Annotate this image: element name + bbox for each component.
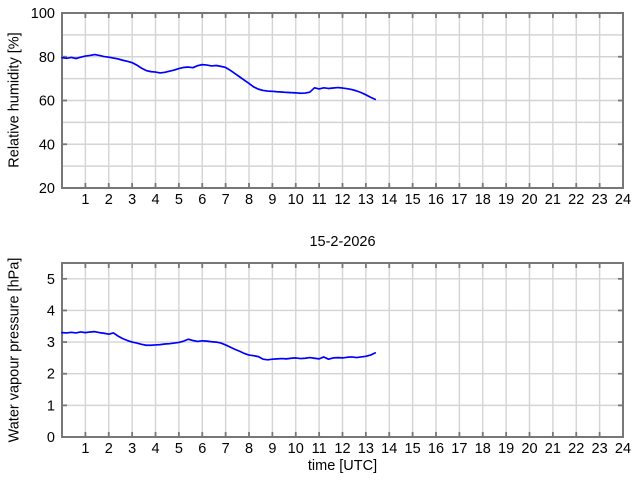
x-tick-label: 16: [428, 441, 444, 457]
x-tick-label: 1: [81, 441, 89, 457]
x-tick-label: 10: [288, 192, 304, 208]
x-tick-label: 1: [81, 192, 89, 208]
x-tick-label: 7: [222, 441, 230, 457]
y-tick-label: 0: [47, 430, 55, 446]
plot-title: 15-2-2026: [309, 234, 376, 250]
x-tick-label: 2: [105, 441, 113, 457]
x-tick-label: 19: [498, 441, 514, 457]
y-tick-label: 2: [47, 367, 55, 383]
x-tick-label: 9: [268, 441, 276, 457]
y-tick-label: 20: [39, 181, 55, 197]
x-tick-label: 20: [521, 441, 537, 457]
x-tick-label: 17: [451, 192, 467, 208]
x-tick-label: 3: [128, 441, 136, 457]
y-tick-label: 4: [47, 303, 55, 319]
x-tick-label: 6: [198, 441, 206, 457]
x-tick-label: 15: [405, 441, 421, 457]
tick-labels: 1 2 3 4 5 6 7 8 9 10 11 12 13 14 15 16 17 18 19 20 21 22 23 242…: [31, 6, 631, 208]
x-tick-label: 24: [615, 441, 631, 457]
relative-humidity-line: [61, 53, 377, 101]
y-tick-label: 1: [47, 398, 55, 414]
x-tick-label: 6: [198, 192, 206, 208]
y-tick-label: 5: [47, 272, 55, 288]
x-tick-label: 21: [545, 441, 561, 457]
x-tick-label: 7: [222, 192, 230, 208]
x-tick-label: 19: [498, 192, 514, 208]
x-tick-label: 21: [545, 192, 561, 208]
x-axis-label: time [UTC]: [307, 458, 378, 474]
x-tick-label: 14: [381, 192, 397, 208]
x-tick-label: 5: [175, 192, 183, 208]
y-tick-label: 40: [39, 137, 55, 153]
y-axis-label-vapour: Water vapour pressure [hPa]: [6, 257, 23, 443]
x-tick-label: 10: [288, 441, 304, 457]
x-tick-label: 18: [475, 192, 491, 208]
x-tick-label: 23: [592, 192, 608, 208]
x-tick-label: 4: [151, 192, 159, 208]
x-tick-label: 24: [615, 192, 631, 208]
x-tick-label: 17: [451, 441, 467, 457]
axes-frame: [61, 262, 624, 438]
tick-labels: 1 2 3 4 5 6 7 8 9 10 11 12 13 14 15 16 17 18 19 20 21 22 23 240…: [47, 272, 631, 457]
x-tick-label: 20: [521, 192, 537, 208]
x-tick-label: 2: [105, 192, 113, 208]
y-tick-label: 3: [47, 335, 55, 351]
x-tick-label: 23: [592, 441, 608, 457]
x-tick-label: 16: [428, 192, 444, 208]
x-tick-label: 11: [312, 192, 327, 208]
x-tick-label: 22: [568, 192, 584, 208]
x-tick-label: 12: [334, 192, 350, 208]
y-tick-label: 100: [31, 6, 55, 22]
x-tick-label: 3: [128, 192, 136, 208]
x-tick-label: 5: [175, 441, 183, 457]
x-tick-label: 12: [334, 441, 350, 457]
axes-frame: [61, 12, 624, 189]
axes-humidity: 1 2 3 4 5 6 7 8 9 10 11 12 13 14 15 16 17 18 19 20 21 22 23 242…: [31, 6, 631, 208]
grid-lines: [62, 13, 623, 188]
x-tick-label: 15: [405, 192, 421, 208]
y-tick-label: 60: [39, 94, 55, 110]
axes-vapour: 1 2 3 4 5 6 7 8 9 10 11 12 13 14 15 16 17 18 19 20 21 22 23 240…: [47, 262, 631, 457]
x-tick-label: 8: [245, 441, 253, 457]
x-tick-label: 13: [358, 192, 374, 208]
water-vapour-pressure-line: [61, 330, 377, 361]
x-tick-label: 18: [475, 441, 491, 457]
x-tick-label: 22: [568, 441, 584, 457]
grid-lines: [62, 263, 623, 437]
x-tick-label: 8: [245, 192, 253, 208]
y-tick-label: 80: [39, 50, 55, 66]
x-tick-label: 4: [151, 441, 159, 457]
x-tick-label: 11: [312, 441, 327, 457]
y-axis-label-humidity: Relative humidity [%]: [6, 32, 23, 168]
x-tick-label: 9: [268, 192, 276, 208]
x-tick-label: 13: [358, 441, 374, 457]
x-tick-label: 14: [381, 441, 397, 457]
